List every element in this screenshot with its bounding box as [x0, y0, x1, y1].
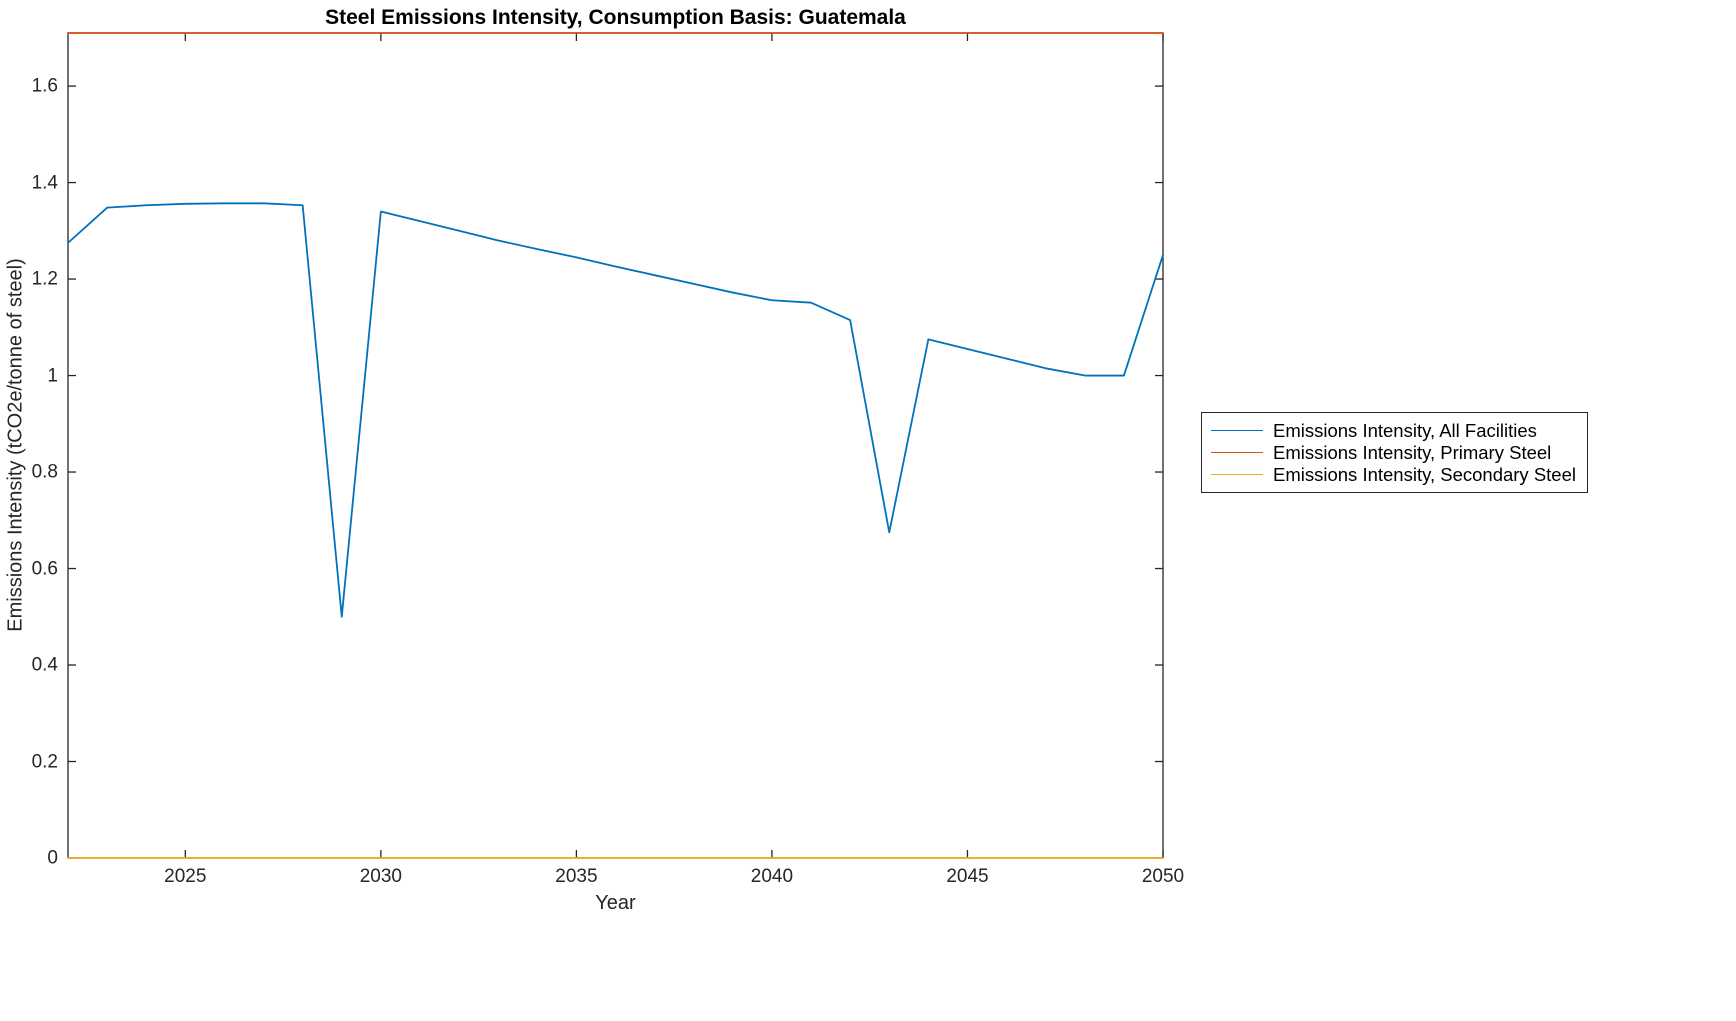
y-tick-label: 1.2 [31, 268, 58, 290]
legend-label: Emissions Intensity, All Facilities [1273, 419, 1537, 441]
y-tick-label: 1.4 [31, 172, 58, 194]
y-tick-label: 0.2 [31, 751, 58, 772]
x-tick-label: 2040 [750, 866, 794, 887]
legend-line-sample [1211, 430, 1263, 431]
y-tick-label: 0.4 [31, 654, 58, 676]
legend-line-sample [1211, 452, 1263, 453]
y-tick-label: 0.8 [31, 461, 58, 483]
legend: Emissions Intensity, All Facilities Emis… [1201, 412, 1588, 493]
legend-item: Emissions Intensity, Secondary Steel [1211, 464, 1576, 485]
x-tick-label: 2045 [946, 866, 989, 887]
x-tick-label: 2035 [555, 866, 598, 887]
y-tick-label: 0.6 [31, 558, 58, 580]
series-line-0 [67, 202, 1164, 618]
legend-item: Emissions Intensity, Primary Steel [1211, 442, 1576, 463]
legend-label: Emissions Intensity, Primary Steel [1273, 441, 1552, 463]
y-tick-label: 1.6 [31, 75, 58, 97]
axes-box [67, 32, 1164, 859]
y-tick-label: 0 [47, 847, 58, 869]
legend-label: Emissions Intensity, Secondary Steel [1273, 463, 1576, 485]
legend-item: Emissions Intensity, All Facilities [1211, 420, 1576, 441]
x-tick-label: 2050 [1141, 866, 1185, 887]
legend-line-sample [1211, 474, 1263, 475]
x-tick-label: 2030 [359, 866, 402, 887]
chart-title: Steel Emissions Intensity, Consumption B… [325, 6, 906, 29]
y-tick-label: 1 [47, 365, 58, 387]
x-tick-label: 2025 [164, 866, 207, 887]
x-axis-label: Year [595, 892, 636, 914]
